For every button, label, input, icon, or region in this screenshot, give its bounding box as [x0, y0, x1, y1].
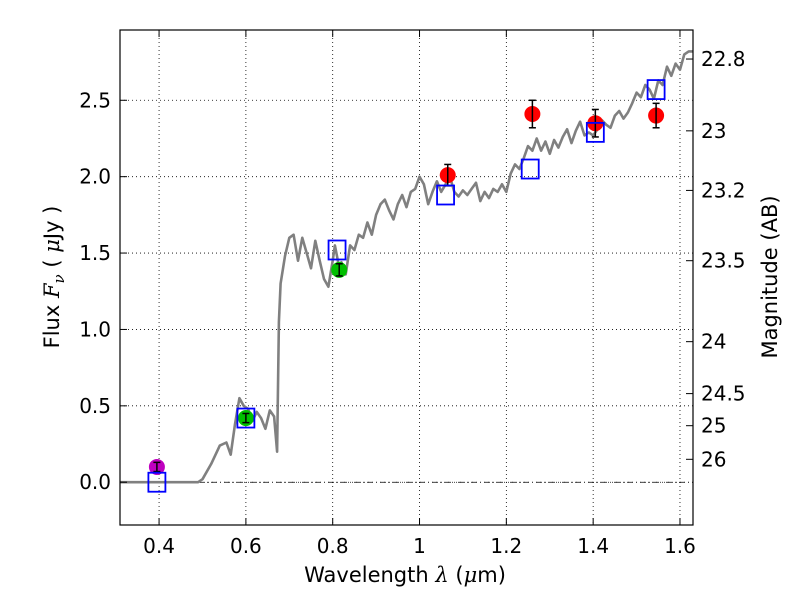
y-tick-label: 2.0	[79, 165, 111, 189]
x-tick-label: 1.6	[664, 534, 696, 558]
model-photometry-square	[236, 407, 256, 429]
magnitude-axis-label: Magnitude (AB)	[758, 195, 782, 358]
x-tick-label: 0.8	[317, 534, 349, 558]
magnitude-tick-label: 23.5	[701, 249, 746, 273]
y-tick-label: 0.5	[79, 394, 111, 418]
x-tick-label: 1	[413, 534, 426, 558]
y-tick-label: 1.5	[79, 241, 111, 265]
x-tick-label: 1.2	[490, 534, 522, 558]
model-photometry-square	[520, 158, 540, 180]
model-photometry-square	[585, 121, 605, 143]
model-photometry-square	[646, 79, 666, 100]
magnitude-tick-label: 22.8	[701, 47, 746, 71]
y-tick-label: 1.0	[79, 317, 111, 341]
magnitude-tick-label: 23	[701, 119, 726, 143]
model-photometry-square	[327, 239, 347, 261]
model-photometry-square	[436, 184, 455, 206]
model-photometry-layer	[147, 79, 666, 493]
x-tick-label: 1.4	[577, 534, 609, 558]
y-tick-label: 0.0	[79, 470, 111, 494]
ticks: 0.4 0.6 0.8 1 1.2 1.4 1.6 0.0 0.5 1.0 1.5 2.0 2.5 22.…	[79, 30, 746, 558]
model-photometry-square	[147, 471, 167, 493]
x-tick-label: 0.4	[143, 534, 175, 558]
plot-frame	[119, 29, 694, 526]
magnitude-tick-label: 26	[701, 447, 726, 471]
magnitude-tick-label: 25	[701, 414, 726, 438]
sed-model-line	[120, 50, 693, 484]
grid	[120, 30, 693, 525]
magnitude-tick-label: 24.5	[701, 382, 746, 406]
y-axis-label: Flux Fν ( μJy )	[40, 206, 68, 349]
magnitude-tick-label: 23.2	[701, 178, 746, 202]
sed-model-layer	[120, 50, 693, 484]
observed-photometry-layer	[148, 99, 665, 475]
y-tick-label: 2.5	[79, 88, 111, 112]
x-axis-label: Wavelength λ (μm)	[304, 563, 506, 587]
magnitude-tick-label: 24	[701, 330, 726, 354]
x-tick-label: 0.6	[230, 534, 262, 558]
